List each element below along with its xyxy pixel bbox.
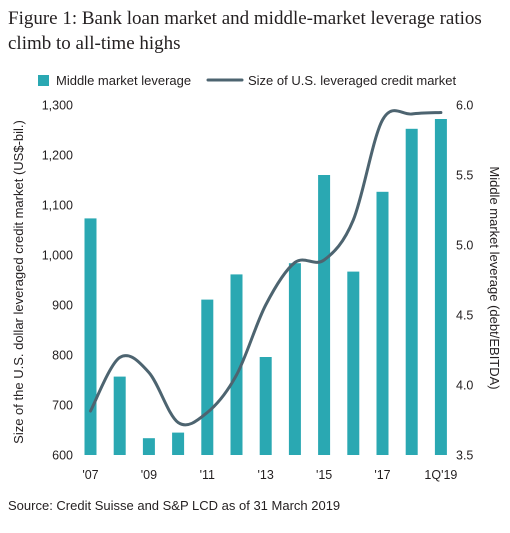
bar-2015: [318, 175, 331, 455]
right-tick-label: 3.5: [456, 449, 473, 463]
left-axis-ticks: 600 700 800 900 1,000 1,100 1,200 1,300: [42, 99, 73, 463]
right-tick-label: 5.5: [456, 169, 473, 183]
left-tick-label: 900: [52, 299, 73, 313]
left-tick-label: 1,300: [42, 99, 73, 113]
bar-2007: [84, 218, 97, 455]
right-axis-title: Middle market leverage (debt/EBITDA): [487, 166, 502, 389]
right-axis-ticks: 3.5 4.0 4.5 5.0 5.5 6.0: [456, 99, 473, 463]
bar-2009: [142, 438, 155, 455]
right-tick-label: 4.0: [456, 379, 473, 393]
line-series: [89, 109, 443, 427]
bar-2014: [288, 263, 301, 455]
bar-2018: [405, 128, 418, 456]
x-tick-label: '07: [82, 468, 98, 482]
right-tick-label: 6.0: [456, 99, 473, 113]
left-axis-title: Size of the U.S. dollar leveraged credit…: [11, 120, 26, 444]
x-axis-ticks: '07 '09 '11 '13 '15 '17 1Q'19: [82, 468, 457, 482]
bar-2011: [201, 299, 214, 455]
x-tick-label: '11: [200, 468, 215, 482]
x-tick-label: '17: [374, 468, 390, 482]
bar-1Q19: [434, 119, 447, 455]
left-tick-label: 800: [52, 349, 73, 363]
bar-2017: [376, 191, 389, 456]
x-tick-label: '15: [316, 468, 332, 482]
right-tick-label: 4.5: [456, 309, 473, 323]
left-tick-label: 700: [52, 399, 73, 413]
x-tick-label: '13: [258, 468, 274, 482]
bar-2008: [113, 376, 126, 455]
chart-title: Figure 1: Bank loan market and middle-ma…: [8, 8, 482, 54]
bar-series: [84, 119, 447, 456]
left-tick-label: 600: [52, 449, 73, 463]
legend-bar-swatch: [38, 75, 49, 86]
bar-2016: [347, 271, 360, 455]
bar-2010: [172, 432, 185, 455]
x-tick-label: '09: [141, 468, 157, 482]
x-tick-label: 1Q'19: [424, 468, 457, 482]
left-tick-label: 1,200: [42, 149, 73, 163]
bar-2012: [230, 274, 243, 455]
right-tick-label: 5.0: [456, 239, 473, 253]
source-note: Source: Credit Suisse and S&P LCD as of …: [8, 498, 341, 513]
legend-line-label: Size of U.S. leveraged credit market: [248, 73, 456, 88]
legend-bar-label: Middle market leverage: [56, 73, 191, 88]
bar-2013: [259, 357, 272, 455]
legend: Middle market leverage Size of U.S. leve…: [38, 73, 456, 88]
left-tick-label: 1,100: [42, 199, 73, 213]
left-tick-label: 1,000: [42, 249, 73, 263]
